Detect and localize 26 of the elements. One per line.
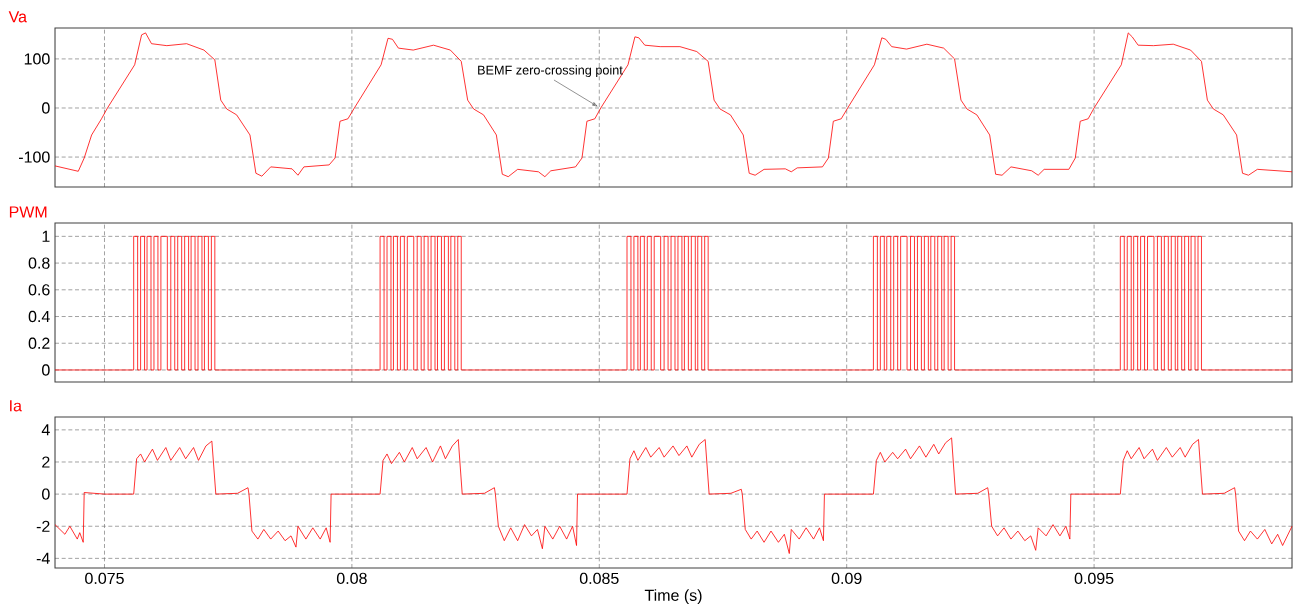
x-tick-label: 0.085 <box>579 572 619 585</box>
y-tick-label: -2 <box>36 520 50 532</box>
y-tick-label: -4 <box>36 552 50 564</box>
x-axis-title: Time (s) <box>644 589 702 605</box>
y-tick-label: 0 <box>42 364 50 376</box>
x-tick-label: 0.08 <box>336 572 367 585</box>
y-tick-label: 0.8 <box>28 257 50 269</box>
y-tick-label: 2 <box>42 456 50 468</box>
text: Va <box>8 11 27 23</box>
y-tick-label: -100 <box>18 151 50 163</box>
x-tick-label: 0.09 <box>831 572 862 585</box>
y-tick-label: 0 <box>42 488 50 500</box>
text: Ia <box>10 400 22 412</box>
y-tick-label: 0.2 <box>28 337 50 349</box>
annotation: BEMF zero-crossing point <box>478 65 623 78</box>
line-series <box>54 32 1293 178</box>
y-tick-label: 4 <box>41 424 50 436</box>
x-tick-label: 0.075 <box>85 572 124 585</box>
y-tick-label: 0.6 <box>28 284 50 296</box>
y-tick-label: 0 <box>42 102 50 114</box>
y-tick-label: 0.4 <box>28 310 50 323</box>
y-tick-label: 100 <box>24 53 50 65</box>
line-series <box>54 437 1293 554</box>
text: PWM <box>9 206 47 218</box>
y-tick-label: 1 <box>42 230 50 242</box>
x-tick-label: 0.095 <box>1074 572 1114 585</box>
